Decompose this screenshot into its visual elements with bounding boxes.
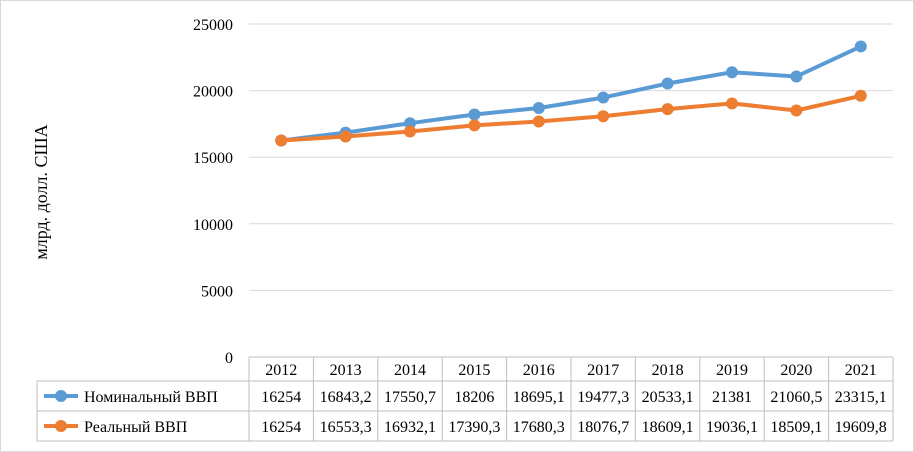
data-point <box>790 104 803 117</box>
data-label: 21381 <box>712 389 752 406</box>
data-point <box>532 101 545 114</box>
data-point <box>468 119 481 132</box>
data-label: 17680,3 <box>513 419 565 436</box>
data-point <box>726 97 738 110</box>
data-point <box>275 134 288 147</box>
legend-marker <box>55 390 67 402</box>
data-table: 2012 2013 2014 2015 2016 2017 2018 2019 2020 2021… <box>36 356 894 442</box>
x-tick-label: 2018 <box>652 362 684 379</box>
data-point <box>854 89 867 102</box>
legend-marker <box>55 420 67 432</box>
data-label: 17390,3 <box>448 419 500 436</box>
data-label: 18206 <box>454 389 494 406</box>
y-axis-ticks: 0 5000 10000 15000 20000 25000 <box>193 17 233 367</box>
x-tick-label: 2014 <box>394 362 426 379</box>
series-lines <box>275 40 867 147</box>
data-label: 16254 <box>261 389 301 406</box>
x-tick-label: 2012 <box>265 362 297 379</box>
data-point <box>404 125 416 138</box>
y-tick-label: 25000 <box>193 17 233 34</box>
data-label: 16932,1 <box>384 419 436 436</box>
data-point <box>339 130 352 143</box>
x-tick-label: 2017 <box>587 362 619 379</box>
data-point <box>790 70 803 83</box>
gridlines <box>249 23 893 291</box>
legend-label: Номинальный ВВП <box>84 389 218 406</box>
x-tick-label: 2019 <box>716 362 748 379</box>
y-tick-label: 15000 <box>193 150 233 167</box>
data-point <box>597 110 610 123</box>
data-label: 18609,1 <box>642 419 694 436</box>
data-point <box>532 115 545 128</box>
data-label: 19477,3 <box>577 389 629 406</box>
data-point <box>404 117 416 130</box>
data-point <box>468 108 481 121</box>
data-point <box>597 91 610 104</box>
x-tick-label: 2013 <box>330 362 362 379</box>
x-tick-label: 2015 <box>458 362 490 379</box>
y-tick-label: 0 <box>225 350 233 367</box>
x-tick-label: 2021 <box>845 362 877 379</box>
data-label: 17550,7 <box>384 389 436 406</box>
data-label: 20533,1 <box>642 389 694 406</box>
x-tick-label: 2016 <box>523 362 555 379</box>
data-label: 18695,1 <box>513 389 565 406</box>
y-tick-label: 10000 <box>193 217 233 234</box>
data-label: 19609,8 <box>835 419 887 436</box>
x-tick-label: 2020 <box>780 362 812 379</box>
data-point <box>661 103 674 116</box>
y-axis-label: млрд. долл. США <box>31 124 51 259</box>
data-label: 16553,3 <box>320 419 372 436</box>
data-label: 16254 <box>261 419 301 436</box>
data-label: 18076,7 <box>577 419 629 436</box>
data-label: 23315,1 <box>835 389 887 406</box>
data-point <box>854 40 867 53</box>
series-line <box>279 93 863 143</box>
data-point <box>661 77 674 90</box>
series-line <box>279 44 863 143</box>
y-tick-label: 5000 <box>201 283 233 300</box>
data-label: 18509,1 <box>770 419 822 436</box>
legend-label: Реальный ВВП <box>84 419 188 436</box>
data-point <box>726 66 738 79</box>
data-label: 19036,1 <box>706 419 758 436</box>
y-tick-label: 20000 <box>193 84 233 101</box>
data-label: 16843,2 <box>320 389 372 406</box>
data-label: 21060,5 <box>770 389 822 406</box>
